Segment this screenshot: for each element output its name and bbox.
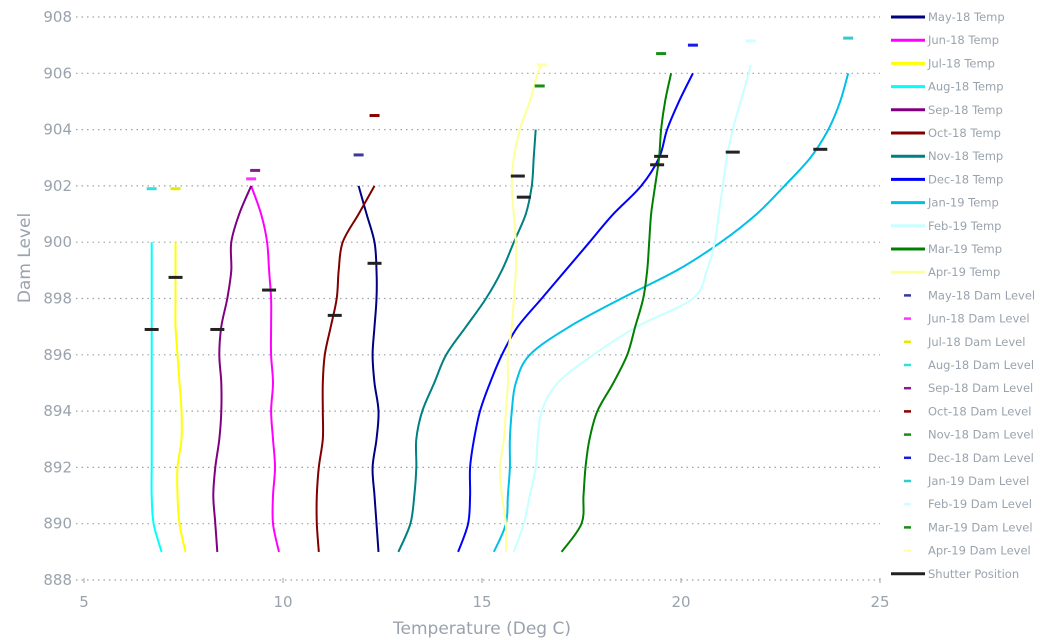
legend-label: May-18 Temp xyxy=(928,10,1005,24)
legend-label: May-18 Dam Level xyxy=(928,288,1035,302)
legend-entry: Jun-18 Dam Level xyxy=(904,312,1030,326)
legend-label: Jul-18 Dam Level xyxy=(927,335,1025,349)
legend-label: Jan-19 Dam Level xyxy=(927,474,1029,488)
legend-entry: Dec-18 Dam Level xyxy=(904,451,1034,465)
series-line-sep-18-temp xyxy=(212,185,253,552)
legend-label: Jun-18 Temp xyxy=(927,33,999,47)
legend-label: Aug-18 Temp xyxy=(928,80,1004,94)
x-tick-label: 25 xyxy=(870,593,889,611)
legend-label: Oct-18 Dam Level xyxy=(928,404,1031,418)
legend-entry: Sep-18 Dam Level xyxy=(904,381,1033,395)
legend-entry: Shutter Position xyxy=(891,567,1019,581)
legend-label: Feb-19 Temp xyxy=(928,219,1001,233)
legend-label: Nov-18 Temp xyxy=(928,149,1003,163)
legend-entry: Mar-19 Dam Level xyxy=(904,520,1033,534)
legend-entry: Mar-19 Temp xyxy=(891,242,1002,256)
x-tick-labels: 5 10 15 20 25 xyxy=(79,578,890,611)
series-line-oct-18-temp xyxy=(315,185,376,552)
legend-label: Jul-18 Temp xyxy=(927,56,995,70)
x-axis-title: Temperature (Deg C) xyxy=(392,619,571,639)
series-line-nov-18-temp xyxy=(397,129,537,553)
legend-entry: Nov-18 Dam Level xyxy=(904,428,1034,442)
legend-label: Dec-18 Dam Level xyxy=(928,451,1034,465)
x-tick-label: 5 xyxy=(79,593,89,611)
series-line-jul-18-temp xyxy=(174,242,187,553)
legend-label: Oct-18 Temp xyxy=(928,126,1001,140)
x-tick-label: 15 xyxy=(472,593,491,611)
legend-entry: Apr-19 Dam Level xyxy=(904,544,1031,558)
legend-label: Sep-18 Temp xyxy=(928,103,1003,117)
legend-label: Nov-18 Dam Level xyxy=(928,428,1034,442)
legend-label: Mar-19 Temp xyxy=(928,242,1002,256)
x-tick-label: 20 xyxy=(671,593,690,611)
x-tick-label: 10 xyxy=(273,593,292,611)
y-tick-label: 900 xyxy=(43,233,72,251)
legend-entry: Aug-18 Dam Level xyxy=(904,358,1034,372)
y-tick-label: 894 xyxy=(43,402,72,420)
legend-label: Mar-19 Dam Level xyxy=(928,520,1033,534)
temperature-series xyxy=(150,64,850,553)
legend-label: Sep-18 Dam Level xyxy=(928,381,1033,395)
y-tick-label: 904 xyxy=(43,121,72,139)
legend-label: Jan-19 Temp xyxy=(927,196,999,210)
shutter-position-markers xyxy=(144,147,828,331)
legend-label: Apr-19 Dam Level xyxy=(928,544,1031,558)
legend-entry: Jan-19 Dam Level xyxy=(904,474,1029,488)
series-line-aug-18-temp xyxy=(150,242,163,553)
dam-level-markers xyxy=(146,36,854,191)
y-tick-label: 892 xyxy=(43,458,72,476)
y-tick-labels: 888 890 892 894 896 898 900 902 904 906 908 xyxy=(43,8,72,589)
y-tick-label: 888 xyxy=(43,571,72,589)
legend-entry: Jan-19 Temp xyxy=(891,196,999,210)
legend-entry: Jul-18 Temp xyxy=(891,56,995,70)
y-tick-label: 908 xyxy=(43,8,72,26)
series-line-apr-19-temp xyxy=(498,64,543,552)
series-line-feb-19-temp xyxy=(512,64,752,553)
legend-label: Shutter Position xyxy=(928,567,1019,581)
legend-entry: Jun-18 Temp xyxy=(891,33,999,47)
legend-label: Dec-18 Temp xyxy=(928,172,1003,186)
series-line-mar-19-temp xyxy=(560,73,673,553)
legend-entry: Oct-18 Dam Level xyxy=(904,404,1031,418)
y-tick-label: 890 xyxy=(43,515,72,533)
series-line-jan-19-temp xyxy=(492,73,850,553)
grid-lines xyxy=(76,16,880,581)
legend-entry: Apr-19 Temp xyxy=(891,265,1000,279)
y-tick-label: 906 xyxy=(43,64,72,82)
legend-entry: Aug-18 Temp xyxy=(891,80,1004,94)
legend-entry: Jul-18 Dam Level xyxy=(904,335,1025,349)
legend-label: Jun-18 Dam Level xyxy=(927,312,1030,326)
legend-label: Feb-19 Dam Level xyxy=(928,497,1032,511)
series-line-dec-18-temp xyxy=(457,72,694,553)
legend-label: Apr-19 Temp xyxy=(928,265,1000,279)
legend-label: Aug-18 Dam Level xyxy=(928,358,1034,372)
y-tick-label: 898 xyxy=(43,290,72,308)
legend-entry: Feb-19 Dam Level xyxy=(904,497,1032,511)
legend-entry: May-18 Temp xyxy=(891,10,1005,24)
series-line-jun-18-temp xyxy=(250,185,280,553)
legend-entry: May-18 Dam Level xyxy=(904,288,1035,302)
legend-entry: Dec-18 Temp xyxy=(891,172,1003,186)
legend-entry: Oct-18 Temp xyxy=(891,126,1001,140)
y-tick-label: 902 xyxy=(43,177,72,195)
legend: May-18 Temp Jun-18 Temp Jul-18 Temp Aug-18 … xyxy=(891,10,1035,581)
y-axis-title: Dam Level xyxy=(15,213,35,303)
y-tick-label: 896 xyxy=(43,346,72,364)
series-line-may-18-temp xyxy=(357,185,380,552)
legend-entry: Feb-19 Temp xyxy=(891,219,1001,233)
legend-entry: Sep-18 Temp xyxy=(891,103,1003,117)
legend-entry: Nov-18 Temp xyxy=(891,149,1003,163)
